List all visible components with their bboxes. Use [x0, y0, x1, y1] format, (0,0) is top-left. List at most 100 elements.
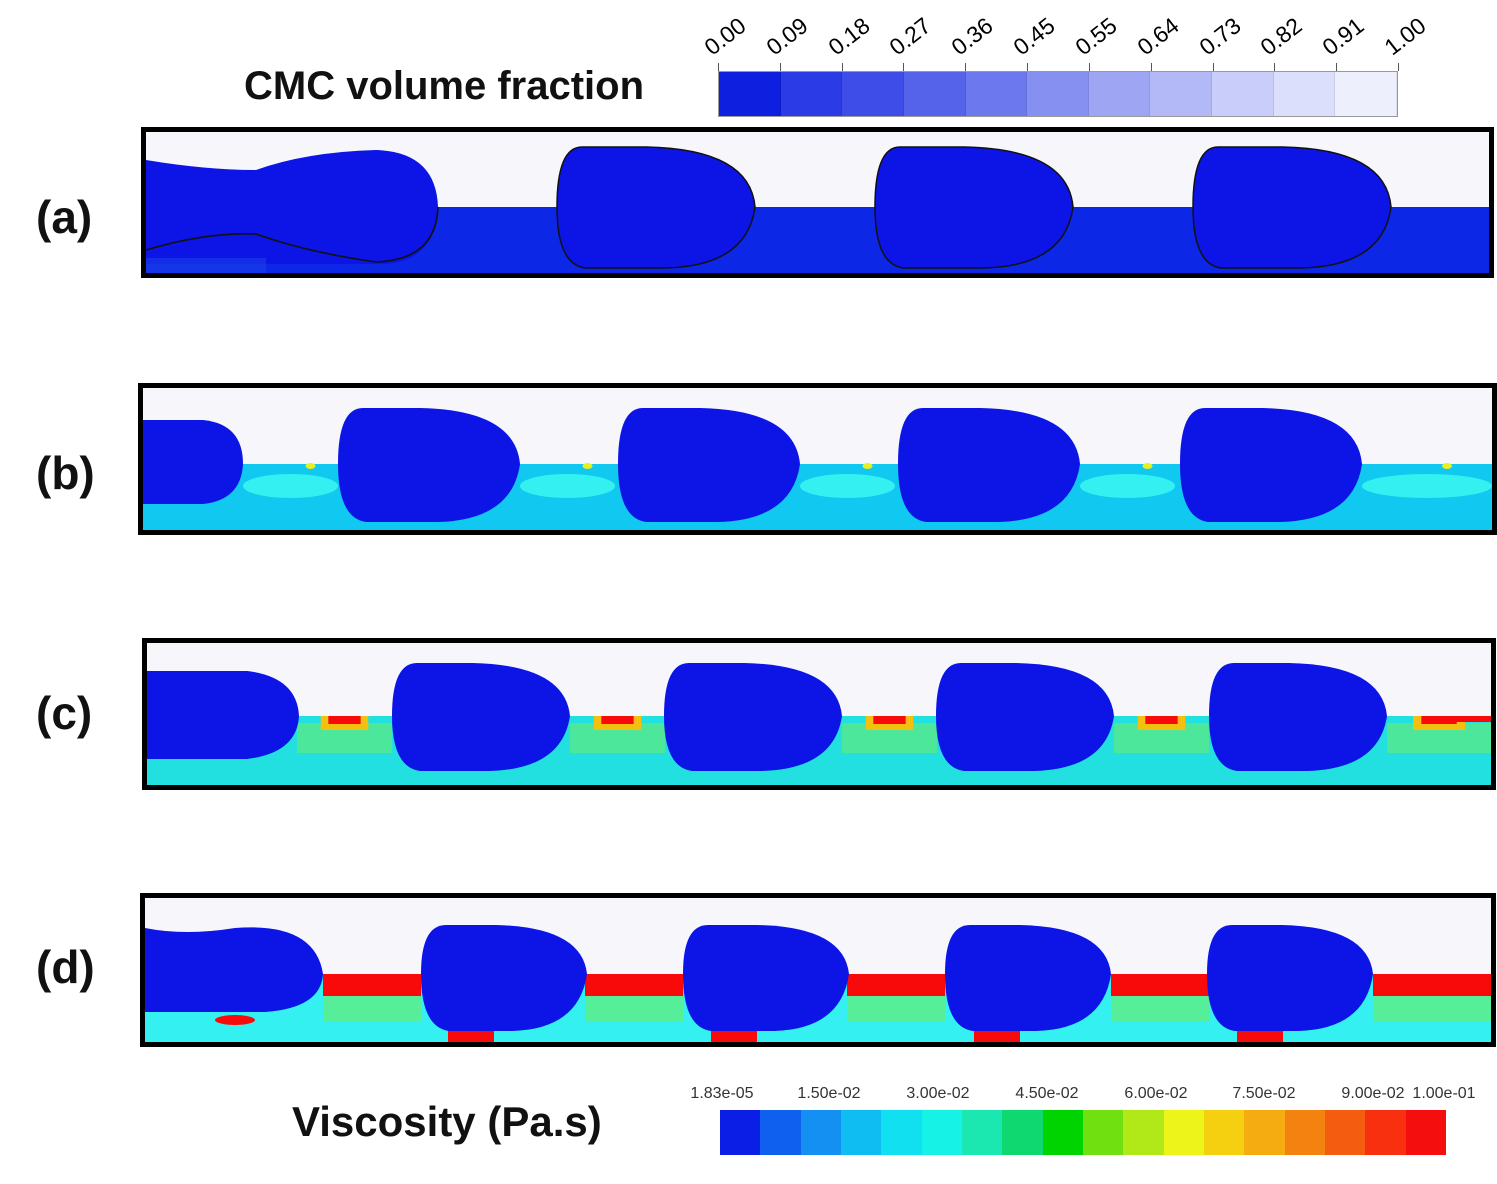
droplet	[618, 408, 800, 522]
viscosity-band	[1111, 996, 1209, 1022]
viscosity-colorbar-cell	[1203, 1110, 1245, 1155]
viscosity-band	[1362, 474, 1492, 498]
droplet	[1180, 408, 1362, 522]
panel-a-plot	[146, 132, 1489, 273]
viscosity-tick-label: 4.50e-02	[1015, 1085, 1079, 1102]
viscosity-tick-label: 9.00e-02	[1341, 1085, 1405, 1102]
cmc-colorbar	[718, 71, 1398, 117]
panel-label-d: (d)	[36, 941, 95, 993]
viscosity-band	[323, 996, 421, 1022]
viscosity-colorbar-title: Viscosity (Pa.s)	[292, 1098, 602, 1145]
cmc-tick-mark	[1088, 63, 1090, 71]
panel-a-contour	[141, 127, 1494, 278]
viscosity-colorbar-cell	[720, 1110, 761, 1155]
cmc-colorbar-cell	[903, 72, 966, 116]
droplet-group	[421, 925, 1373, 1031]
droplet-group	[392, 663, 1387, 771]
viscosity-tick-label: 3.00e-02	[906, 1085, 970, 1102]
viscosity-colorbar-cell	[1163, 1110, 1204, 1155]
viscosity-band	[847, 996, 945, 1022]
cmc-colorbar-cell	[1088, 72, 1151, 116]
cmc-tick-label: 0.00	[699, 12, 751, 61]
viscosity-band	[847, 974, 945, 996]
panel-label-b: (b)	[36, 447, 95, 499]
cmc-tick-mark	[779, 63, 781, 71]
droplet	[1207, 925, 1373, 1031]
viscosity-colorbar-cell	[961, 1110, 1003, 1155]
viscosity-colorbar-cell	[1324, 1110, 1366, 1155]
panel-label-c: (c)	[36, 687, 93, 739]
cmc-tick-mark	[1274, 63, 1276, 71]
cmc-colorbar-cell	[1150, 72, 1213, 116]
droplet	[936, 663, 1114, 771]
panel-d-contour	[140, 893, 1496, 1047]
viscosity-bands	[297, 716, 1491, 753]
viscosity-tick-label: 7.50e-02	[1232, 1085, 1296, 1102]
viscosity-tick-label: 1.50e-02	[797, 1085, 861, 1102]
cmc-tick-label: 1.00	[1379, 12, 1431, 61]
panel-d-plot	[145, 898, 1491, 1042]
cmc-tick-label: 0.45	[1008, 12, 1060, 61]
viscosity-band	[1145, 716, 1178, 724]
droplet-group	[556, 146, 1392, 269]
panel-b-plot	[143, 388, 1492, 530]
droplet	[1192, 146, 1392, 269]
droplet	[338, 408, 520, 522]
viscosity-band	[520, 474, 615, 498]
viscosity-band	[601, 716, 634, 724]
viscosity-colorbar-cell	[1244, 1110, 1285, 1155]
viscosity-band	[1427, 716, 1491, 722]
droplet	[556, 146, 756, 269]
cmc-tick-mark	[1150, 63, 1152, 71]
cmc-tick-label: 0.55	[1070, 12, 1122, 61]
viscosity-band	[305, 463, 316, 469]
viscosity-colorbar-cell	[1002, 1110, 1043, 1155]
viscosity-bands	[243, 463, 1492, 498]
cmc-tick-mark	[1336, 63, 1338, 71]
viscosity-band	[243, 474, 338, 498]
upstream-thread	[147, 671, 299, 759]
droplet	[874, 146, 1074, 269]
viscosity-band	[1142, 463, 1153, 469]
panel-label-a: (a)	[36, 191, 93, 243]
cmc-colorbar-cell	[1335, 72, 1398, 116]
cmc-tick-mark	[841, 63, 843, 71]
panel-c-plot	[147, 643, 1491, 785]
viscosity-band	[585, 974, 683, 996]
cmc-tick-label: 0.27	[884, 12, 937, 61]
viscosity-colorbar-cell	[1042, 1110, 1083, 1155]
cmc-tick-label: 0.64	[1132, 12, 1184, 61]
droplet	[421, 925, 587, 1031]
cmc-tick-label: 0.73	[1193, 12, 1246, 61]
upstream-thread	[145, 927, 323, 1012]
viscosity-tick-label: 1.83e-05	[690, 1085, 754, 1102]
cmc-tick-label: 0.09	[761, 12, 813, 61]
viscosity-band	[1373, 974, 1491, 996]
cmc-colorbar-cell	[842, 72, 904, 116]
viscosity-colorbar-cell	[760, 1110, 801, 1155]
cmc-colorbar-cell	[1027, 72, 1089, 116]
viscosity-colorbar-cell	[1365, 1110, 1406, 1155]
interface-line	[146, 206, 439, 263]
viscosity-colorbar-cell	[840, 1110, 882, 1155]
viscosity-bands	[323, 974, 1491, 1042]
viscosity-band	[1442, 463, 1452, 469]
cmc-tick-mark	[1212, 63, 1214, 71]
cmc-tick-label: 0.18	[823, 12, 875, 61]
viscosity-colorbar	[720, 1110, 1446, 1155]
cmc-tick-mark	[718, 63, 719, 71]
cmc-tick-label: 0.91	[1317, 12, 1369, 61]
droplet	[1209, 663, 1387, 771]
cmc-colorbar-cell	[1273, 72, 1336, 116]
cmc-colorbar-cell	[719, 72, 781, 116]
droplet	[664, 663, 842, 771]
viscosity-band	[585, 996, 683, 1022]
droplet	[945, 925, 1111, 1031]
droplet-group	[338, 408, 1362, 522]
viscosity-band	[1080, 474, 1175, 498]
viscosity-colorbar-cell	[921, 1110, 962, 1155]
viscosity-colorbar-cell	[881, 1110, 922, 1155]
cmc-colorbar-cell	[1212, 72, 1274, 116]
viscosity-colorbar-cell	[1082, 1110, 1124, 1155]
cmc-colorbar-cell	[780, 72, 843, 116]
